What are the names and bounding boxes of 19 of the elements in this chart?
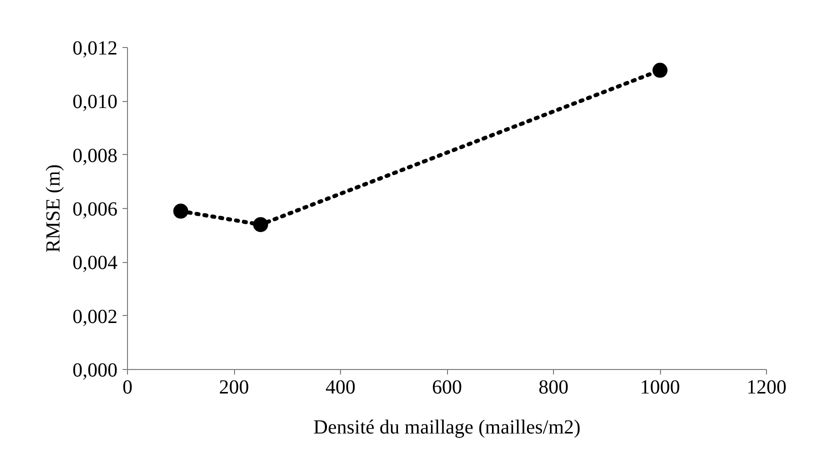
y-axis-title: RMSE (m) [42, 164, 64, 253]
y-tick-label: 0,000 [72, 360, 118, 382]
x-tick-label: 800 [538, 376, 568, 398]
point [173, 204, 188, 219]
y-tick-label: 0,002 [72, 306, 118, 328]
x-tick-label: 0 [122, 376, 132, 398]
x-tick-label: 400 [326, 376, 356, 398]
y-tick-label: 0,012 [72, 38, 118, 60]
y-tick-label: 0,004 [72, 252, 118, 274]
y-tick-label: 0,006 [72, 198, 118, 220]
y-tick-label: 0,008 [72, 144, 118, 167]
x-tick-label: 1200 [746, 376, 786, 398]
point [652, 62, 668, 78]
x-axis-title: Densité du maillage (mailles/m2) [313, 416, 581, 438]
point [253, 217, 268, 232]
x-tick-label: 600 [432, 376, 462, 398]
x-tick-label: 200 [219, 376, 249, 398]
y-tick-label: 0,010 [72, 91, 118, 114]
x-tick-label: 1000 [640, 376, 680, 398]
